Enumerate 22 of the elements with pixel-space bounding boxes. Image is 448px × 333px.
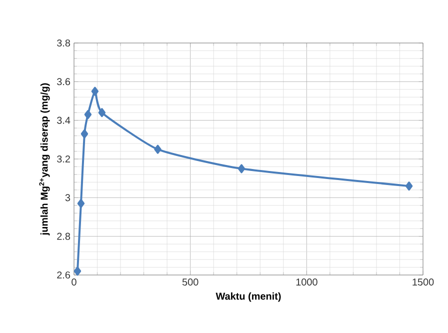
point	[98, 108, 106, 118]
y-axis-title: jumlah Mg$^{2+}$yang diserap (mg/g)	[39, 83, 50, 236]
y-tick-label: 3	[65, 194, 70, 202]
point	[405, 182, 413, 191]
x-tick-label: 500	[182, 278, 198, 286]
point	[238, 164, 246, 174]
x-axis-title: Waktu (menit)	[216, 292, 281, 302]
y-tick-label: 3.8	[57, 39, 70, 47]
point	[154, 144, 162, 154]
y-tick-label: 2.6	[57, 271, 70, 279]
y-tick-label: 3.6	[57, 78, 70, 86]
point	[84, 110, 92, 120]
point	[80, 129, 88, 138]
y-tick-label: 3.4	[57, 116, 70, 124]
point	[91, 86, 99, 96]
y-tick-label: 2.8	[57, 232, 70, 240]
point	[77, 198, 85, 208]
x-tick-label: 1500	[412, 278, 434, 286]
x-tick-label: 1000	[296, 278, 318, 286]
point	[74, 266, 82, 276]
x-tick-label: 0	[72, 278, 76, 286]
y-tick-label: 3.2	[57, 155, 70, 163]
